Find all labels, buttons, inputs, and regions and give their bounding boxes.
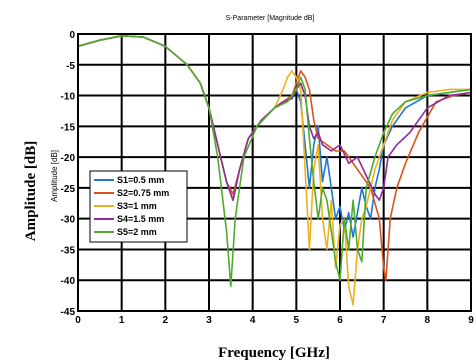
y-tick-label: -45: [61, 307, 76, 318]
y-tick-label: -5: [66, 61, 75, 72]
y-tick-labels: 0 -5 -10 -15 -20 -25 -30 -35 -40 -45: [61, 30, 76, 318]
x-tick-label: 9: [468, 315, 474, 326]
x-tick-label: 8: [425, 315, 431, 326]
y-tick-label: -40: [61, 276, 76, 287]
x-tick-label: 6: [337, 315, 343, 326]
series-group: [77, 35, 472, 306]
legend-label: S5=2 mm: [117, 227, 157, 237]
series-line-5: [77, 35, 472, 288]
y-tick-label: -20: [61, 153, 76, 164]
legend-label: S2=0.75 mm: [117, 188, 169, 198]
x-tick-label: 5: [294, 315, 300, 326]
y-axis-label-inner: Amplitude [dB]: [50, 150, 59, 202]
y-tick-label: -10: [61, 92, 76, 103]
legend-label: S1=0.5 mm: [117, 175, 164, 185]
y-tick-label: 0: [69, 30, 75, 41]
y-tick-label: -15: [61, 122, 76, 133]
x-tick-label: 1: [119, 315, 125, 326]
x-axis-label: Frequency [GHz]: [218, 345, 330, 361]
x-tick-label: 0: [75, 315, 81, 326]
legend-label: S4=1.5 mm: [117, 214, 164, 224]
x-tick-label: 3: [206, 315, 212, 326]
x-tick-label: 4: [250, 315, 256, 326]
y-axis-label-outer: Amplitude [dB]: [23, 141, 39, 241]
chart-title: S-Parameter [Magnitude dB]: [226, 15, 315, 22]
legend-label: S3=1 mm: [117, 201, 157, 211]
series-line-3: [77, 35, 471, 306]
y-tick-label: -25: [61, 184, 76, 195]
x-tick-labels: 0 1 2 3 4 5 6 7 8 9: [75, 315, 474, 326]
legend: S1=0.5 mm S2=0.75 mm S3=1 mm S4=1.5 mm S5=2 …: [89, 170, 188, 243]
y-tick-label: -30: [61, 215, 76, 226]
x-tick-label: 2: [163, 315, 169, 326]
plot-frame: [77, 33, 472, 312]
x-tick-label: 7: [381, 315, 387, 326]
y-tick-label: -35: [61, 245, 76, 256]
